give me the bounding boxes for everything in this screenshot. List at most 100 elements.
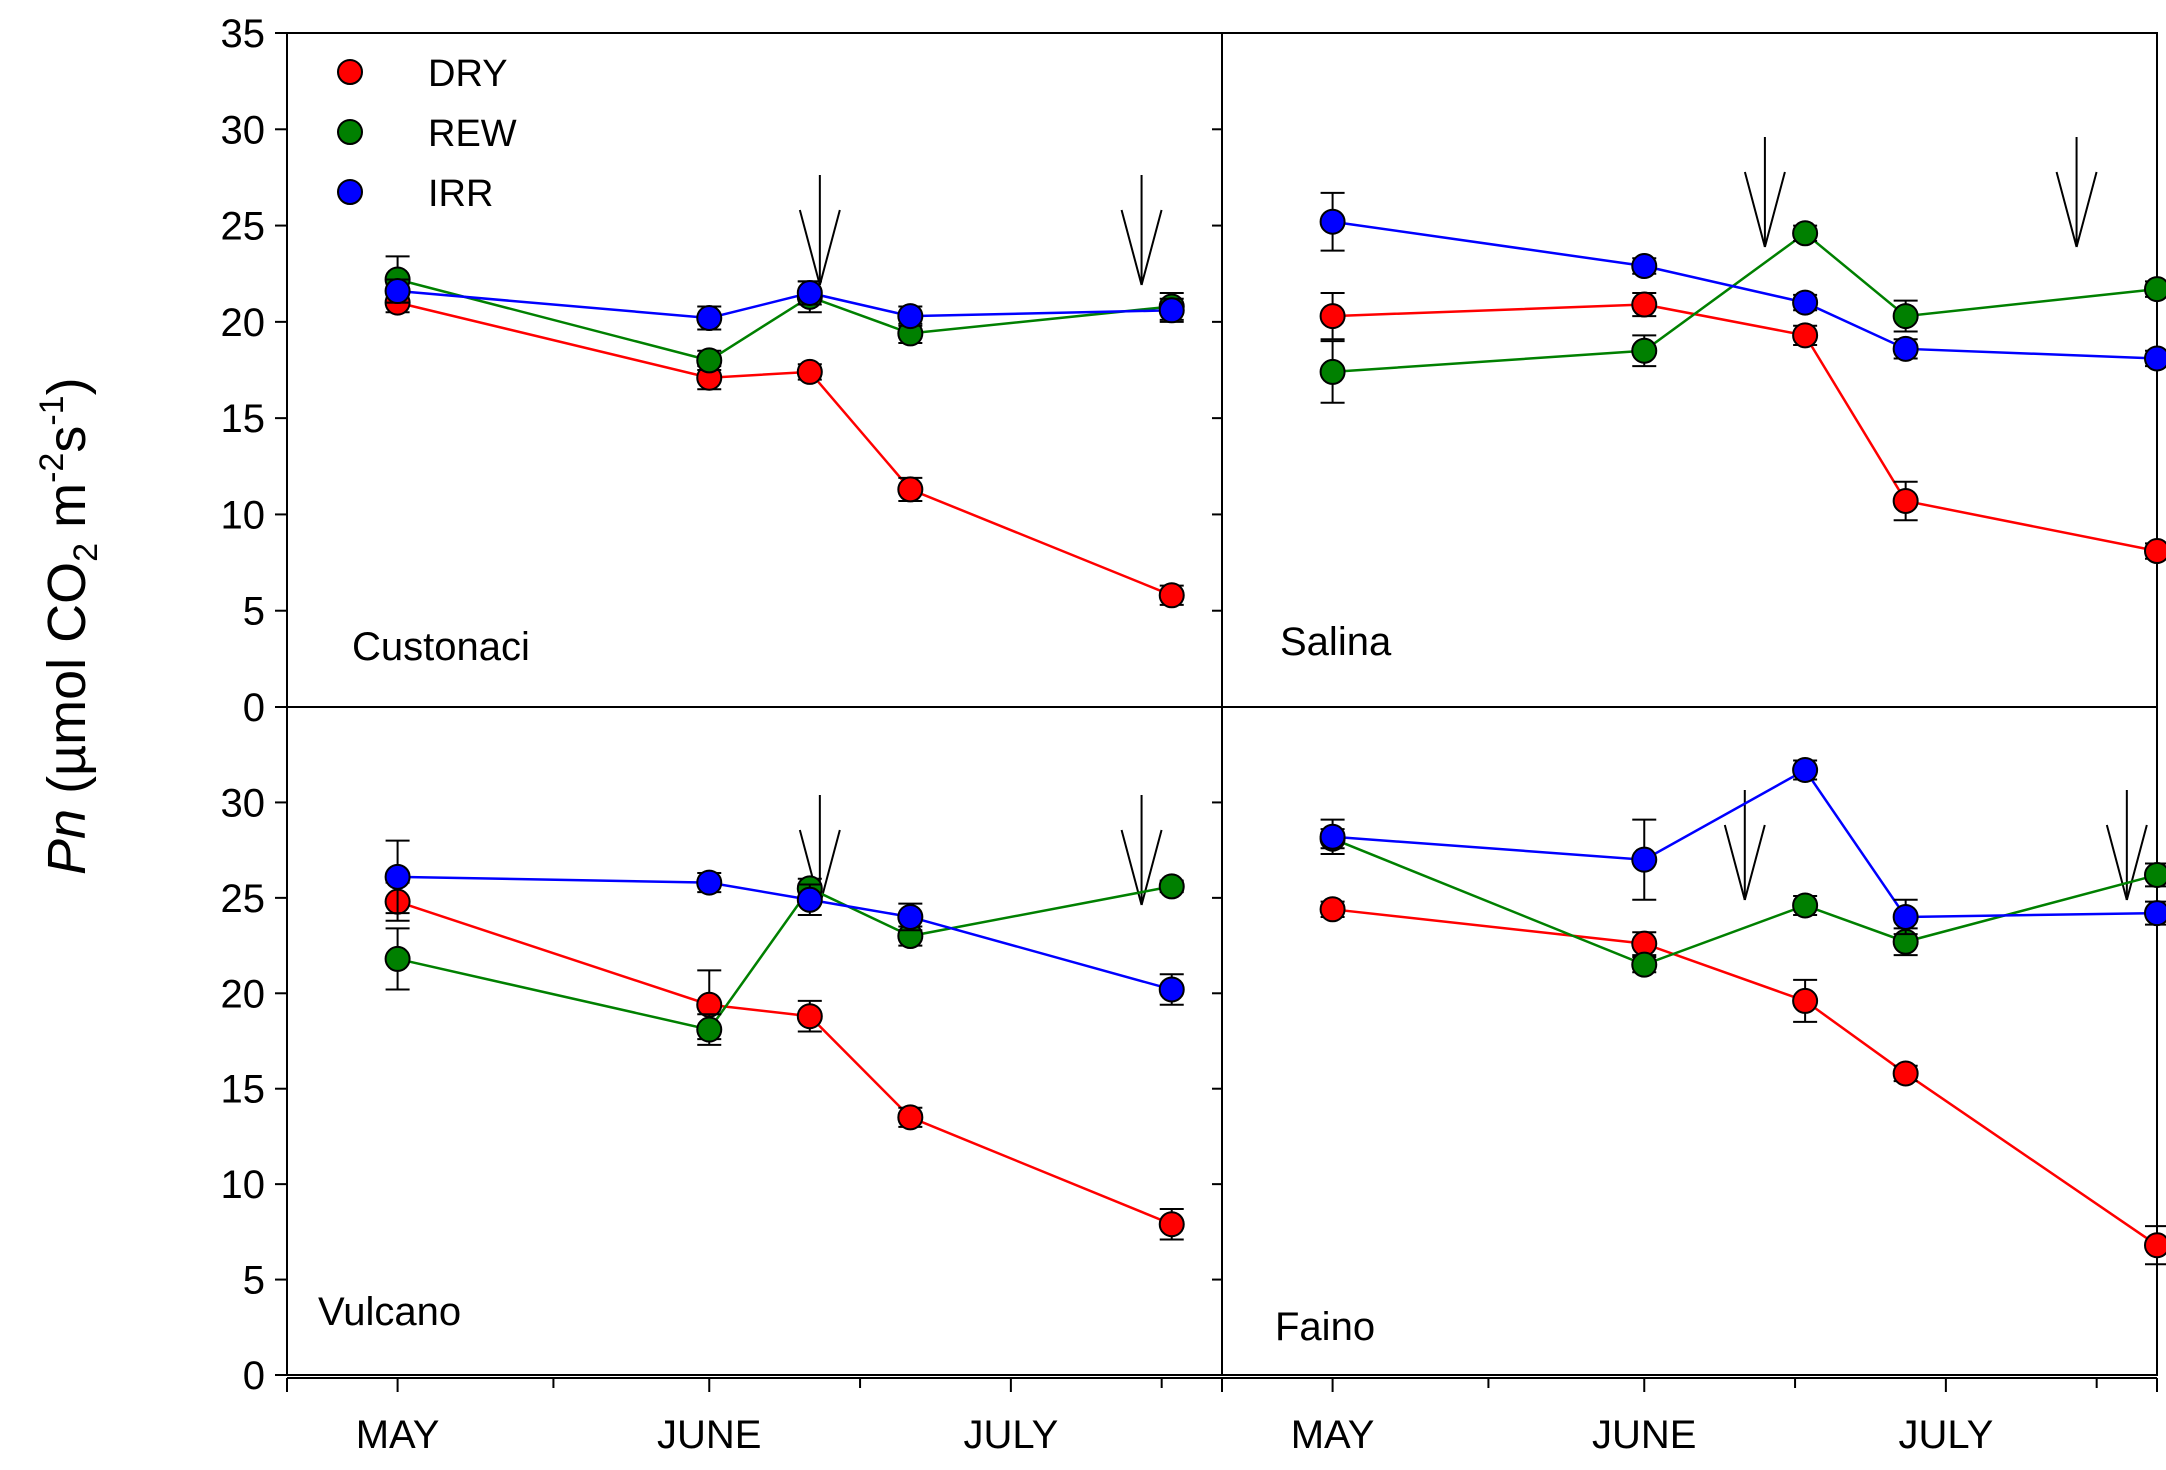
y-axis-label: Pn (µmol CO2 m-2s-1) (33, 377, 105, 875)
y-tick-label: 30 (221, 108, 266, 152)
x-month-label: MAY (1291, 1413, 1375, 1457)
data-point-dry (696, 991, 723, 1018)
data-point-irr (696, 305, 723, 332)
legend-marker-dry (337, 59, 363, 85)
y-axis-label-italic: Pn (37, 809, 97, 875)
legend-label-rew: REW (428, 113, 517, 155)
data-point-irr (1792, 756, 1819, 783)
treatment-arrow-head-left (1743, 171, 1766, 248)
data-point-rew (1631, 951, 1658, 978)
data-point-irr (1631, 253, 1658, 280)
data-point-irr (796, 886, 823, 913)
data-point-irr (1158, 297, 1185, 324)
panel-vulcano: Vulcano (318, 795, 1185, 1334)
data-point-dry (2144, 1232, 2166, 1259)
y-axis-label-pre: (µmol CO (37, 562, 97, 809)
data-point-dry (1892, 487, 1919, 514)
y-axis-label-sub: 2 (67, 543, 105, 562)
y-tick-label: 15 (221, 397, 266, 441)
legend: DRY REW IRR (337, 53, 517, 215)
y-tick-label: 5 (243, 1259, 265, 1303)
data-point-rew (1158, 873, 1185, 900)
x-month-label: JUNE (657, 1413, 761, 1457)
data-point-dry (2144, 538, 2166, 565)
y-tick-label: 20 (221, 301, 266, 345)
legend-marker-rew (337, 119, 363, 145)
legend-marker-irr (337, 179, 363, 205)
y-tick-label: 25 (221, 877, 266, 921)
data-point-irr (1319, 823, 1346, 850)
treatment-arrow-head-right (818, 209, 841, 286)
data-point-dry (796, 358, 823, 385)
data-point-dry (1319, 303, 1346, 330)
y-tick-label: 10 (221, 1163, 266, 1207)
x-month-label: MAY (356, 1413, 440, 1457)
data-point-dry (796, 1003, 823, 1030)
data-point-irr (897, 303, 924, 330)
treatment-arrow-head-right (1140, 209, 1163, 286)
y-tick-label: 15 (221, 1068, 266, 1112)
y-tick-label: 10 (221, 493, 266, 537)
data-point-dry (1792, 322, 1819, 349)
data-point-irr (384, 278, 411, 305)
data-point-rew (384, 945, 411, 972)
data-point-irr (1158, 976, 1185, 1003)
panel-custonaci: Custonaci (352, 175, 1185, 669)
data-point-rew (696, 347, 723, 374)
data-point-rew (1319, 358, 1346, 385)
data-point-dry (897, 1104, 924, 1131)
data-point-rew (696, 1016, 723, 1043)
data-point-dry (1892, 1060, 1919, 1087)
series-line-irr (397, 875, 1173, 991)
treatment-arrow-head-right (2125, 824, 2148, 901)
x-month-label: JULY (963, 1413, 1058, 1457)
data-point-irr (1892, 903, 1919, 930)
axes-layer: 0 5 10 15 20 25 30 35 0 5 10 15 20 25 30 MAY JUNE JULY MAY… (221, 12, 2166, 1457)
treatment-arrow-head-left (2055, 171, 2078, 248)
data-point-rew (1631, 337, 1658, 364)
y-tick-label: 20 (221, 972, 266, 1016)
data-point-irr (897, 903, 924, 930)
data-point-irr (1792, 289, 1819, 316)
panel-label: Custonaci (352, 625, 530, 669)
series-line-irr (1332, 220, 2158, 360)
legend-label-dry: DRY (428, 53, 508, 95)
y-axis-label-mid1: m (37, 483, 97, 543)
y-tick-label: 0 (243, 686, 265, 730)
data-point-rew (2144, 861, 2166, 888)
treatment-arrow-head-left (798, 209, 821, 286)
data-point-rew (1792, 892, 1819, 919)
series-line-dry (397, 900, 1173, 1226)
panel-label: Faino (1275, 1305, 1375, 1349)
treatment-arrow-head-right (818, 829, 841, 906)
x-month-label: JULY (1898, 1413, 1993, 1457)
y-tick-label: 0 (243, 1354, 265, 1398)
data-point-rew (1892, 303, 1919, 330)
y-tick-label: 5 (243, 590, 265, 634)
series-line-dry (397, 301, 1173, 597)
y-tick-label: 35 (221, 12, 266, 56)
y-axis-label-mid2: s (37, 426, 97, 453)
treatment-arrow-head-left (1723, 824, 1746, 901)
series-line-dry (1332, 303, 2158, 553)
data-point-dry (1631, 291, 1658, 318)
data-point-dry (1792, 987, 1819, 1014)
y-tick-label: 25 (221, 205, 266, 249)
data-point-irr (696, 869, 723, 896)
panel-faino: Faino (1275, 756, 2166, 1349)
series-line-dry (1332, 908, 2158, 1247)
data-point-irr (1319, 208, 1346, 235)
panel-label: Salina (1280, 620, 1392, 664)
data-point-irr (384, 863, 411, 890)
series-line-rew (397, 278, 1172, 362)
y-tick-label: 30 (221, 781, 266, 825)
data-point-dry (1319, 896, 1346, 923)
panel-salina: Salina (1280, 137, 2166, 664)
data-point-rew (2144, 276, 2166, 303)
data-point-irr (796, 279, 823, 306)
treatment-arrow-head-left (1120, 209, 1143, 286)
treatment-arrow-head-right (1140, 829, 1163, 906)
data-point-dry (1158, 582, 1185, 609)
y-axis-label-group: Pn (µmol CO2 m-2s-1) (33, 377, 105, 875)
